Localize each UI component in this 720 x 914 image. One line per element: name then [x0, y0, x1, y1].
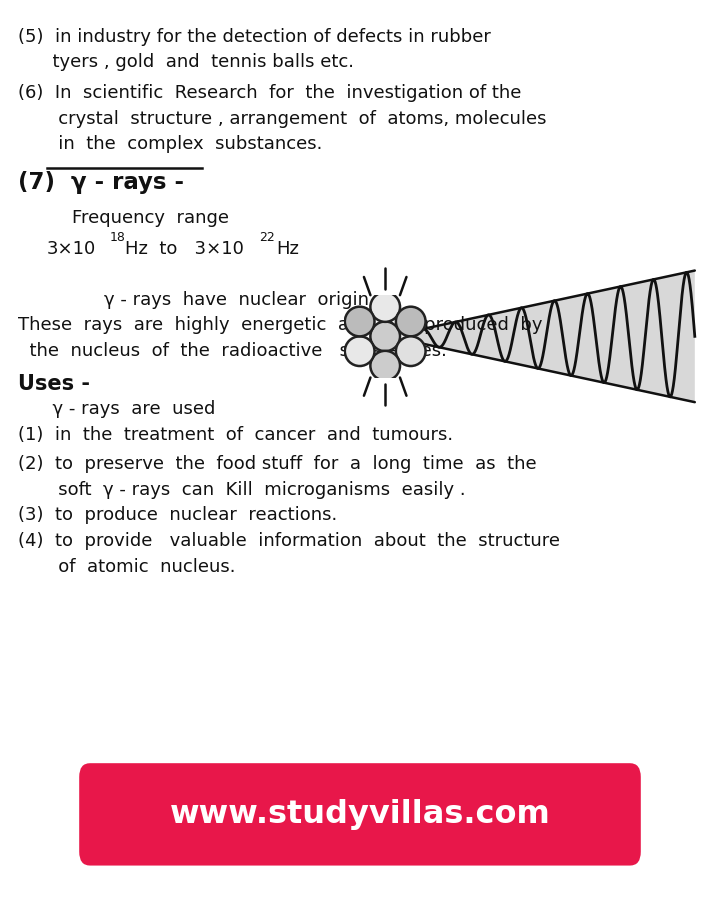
Text: soft  γ - rays  can  Kill  microganisms  easily .: soft γ - rays can Kill microganisms easi…	[18, 481, 466, 499]
Text: 22: 22	[259, 231, 275, 244]
Text: γ - rays  have  nuclear  origin.: γ - rays have nuclear origin.	[104, 291, 375, 309]
Text: crystal  structure , arrangement  of  atoms, molecules: crystal structure , arrangement of atoms…	[18, 110, 546, 128]
Text: Hz: Hz	[276, 239, 299, 258]
Text: (6)  In  scientific  Research  for  the  investigation of the: (6) In scientific Research for the inves…	[18, 84, 521, 102]
Text: 3×10: 3×10	[47, 239, 96, 258]
Text: (7)  γ - rays -: (7) γ - rays -	[18, 171, 184, 195]
Text: tyers , gold  and  tennis balls etc.: tyers , gold and tennis balls etc.	[18, 53, 354, 71]
Text: γ - rays  are  used: γ - rays are used	[18, 400, 215, 419]
Text: www.studyvillas.com: www.studyvillas.com	[170, 799, 550, 830]
Text: These  rays  are  highly  energetic  and  are  produced  by: These rays are highly energetic and are …	[18, 316, 542, 335]
Text: Uses -: Uses -	[18, 374, 90, 394]
Text: Frequency  range: Frequency range	[72, 208, 229, 227]
Text: Hz  to   3×10: Hz to 3×10	[125, 239, 243, 258]
Text: in  the  complex  substances.: in the complex substances.	[18, 135, 323, 154]
Text: (3)  to  produce  nuclear  reactions.: (3) to produce nuclear reactions.	[18, 506, 337, 525]
Text: (4)  to  provide   valuable  information  about  the  structure: (4) to provide valuable information abou…	[18, 532, 560, 550]
Polygon shape	[414, 271, 695, 402]
Text: 18: 18	[109, 231, 125, 244]
Text: (5)  in industry for the detection of defects in rubber: (5) in industry for the detection of def…	[18, 27, 491, 46]
FancyBboxPatch shape	[79, 763, 641, 866]
Text: (1)  in  the  treatment  of  cancer  and  tumours.: (1) in the treatment of cancer and tumou…	[18, 426, 453, 444]
Text: the  nucleus  of  the  radioactive   substances.: the nucleus of the radioactive substance…	[18, 342, 447, 360]
Text: of  atomic  nucleus.: of atomic nucleus.	[18, 558, 235, 576]
Text: (2)  to  preserve  the  food stuff  for  a  long  time  as  the: (2) to preserve the food stuff for a lon…	[18, 455, 536, 473]
